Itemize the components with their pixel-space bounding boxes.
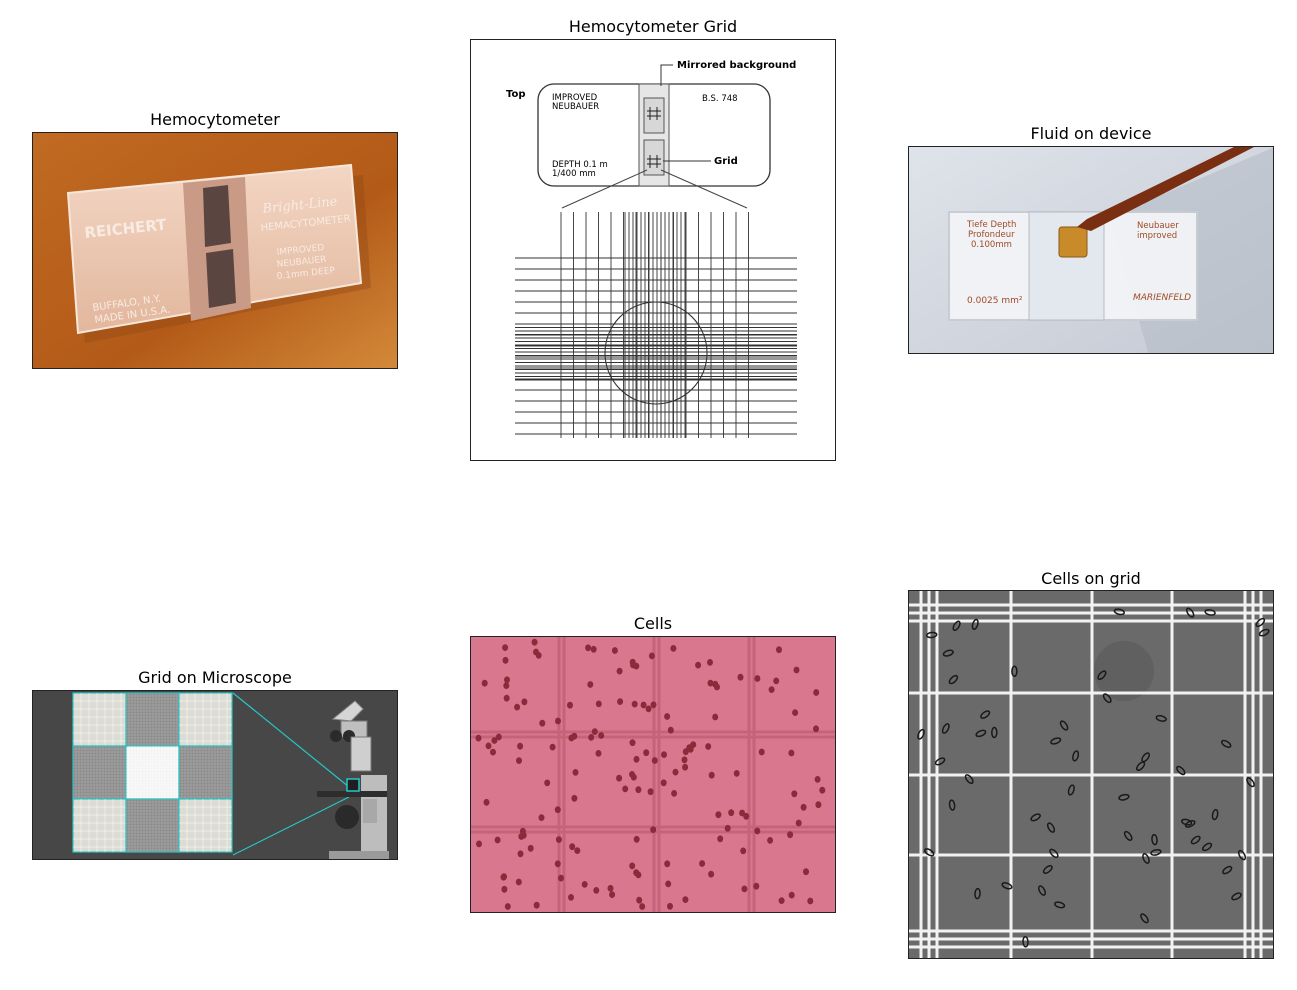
cells-on-grid-photo bbox=[908, 590, 1274, 959]
fluid-photo: Tiefe Depth Profondeur 0.100mm 0.0025 mm… bbox=[908, 146, 1274, 354]
hemocytometer-photo: REICHERT BUFFALO, N.Y. MADE IN U.S.A. Br… bbox=[32, 132, 398, 369]
fluid-improved-text: improved bbox=[1137, 231, 1177, 241]
bs-label: B.S. 748 bbox=[702, 94, 738, 104]
microscope-icon bbox=[317, 700, 389, 859]
grid-circle bbox=[604, 301, 708, 405]
counting-grid bbox=[515, 212, 797, 438]
grid-diagram-title: Hemocytometer Grid bbox=[568, 17, 738, 36]
microscope-title: Grid on Microscope bbox=[138, 668, 292, 687]
fluid-depth-text: Tiefe Depth bbox=[966, 220, 1016, 230]
fluid-value-text: 0.100mm bbox=[971, 240, 1012, 250]
cells-photo bbox=[470, 636, 836, 913]
fluid-title: Fluid on device bbox=[1030, 124, 1152, 143]
fluid-profondeur-text: Profondeur bbox=[968, 230, 1015, 240]
red-cells bbox=[475, 638, 826, 910]
fluid-brand-text: MARIENFELD bbox=[1133, 293, 1191, 303]
area-label: 1/400 mm bbox=[552, 169, 596, 179]
cells-title: Cells bbox=[633, 614, 673, 633]
mirrored-label: Mirrored background bbox=[677, 60, 796, 71]
microscope-grid-pattern bbox=[72, 692, 233, 853]
hemocytometer-title: Hemocytometer bbox=[150, 110, 280, 129]
slide-improved-text: IMPROVED bbox=[276, 243, 325, 258]
grid-diagram: Top IMPROVED NEUBAUER B.S. 748 DEPTH 0.1… bbox=[470, 39, 836, 461]
improved-label: IMPROVED bbox=[552, 93, 598, 103]
fluid-neubauer-text: Neubauer bbox=[1137, 221, 1179, 231]
depth-label: DEPTH 0.1 m bbox=[552, 160, 608, 170]
neubauer-label: NEUBAUER bbox=[552, 102, 599, 112]
microscope-panel bbox=[32, 690, 398, 860]
top-label: Top bbox=[506, 89, 526, 100]
cells-grid-title: Cells on grid bbox=[1041, 569, 1141, 588]
cells-outlines bbox=[917, 607, 1270, 948]
bright-grid-lines bbox=[909, 591, 1273, 958]
fluid-area-text: 0.0025 mm² bbox=[967, 296, 1023, 306]
grid-label: Grid bbox=[714, 156, 738, 167]
